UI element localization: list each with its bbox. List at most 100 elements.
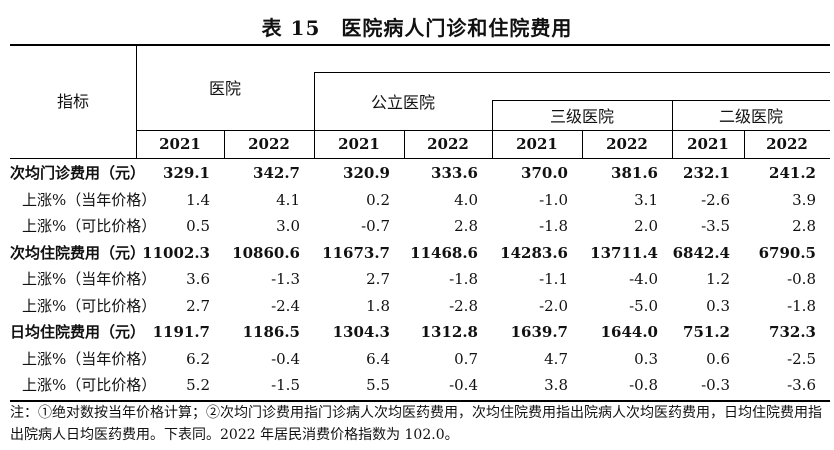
table-cell: 329.1 [163, 164, 210, 182]
table-cell: 10860.6 [232, 244, 300, 262]
table-cell: 1186.5 [242, 323, 300, 341]
table-cell: -1.3 [271, 270, 300, 288]
table-cell: 1.2 [706, 270, 730, 288]
table-cell: 381.6 [611, 164, 658, 182]
table-cell: -3.5 [701, 217, 730, 235]
year-header: 2021 [516, 135, 558, 153]
table-cell: 0.3 [634, 350, 658, 368]
header-rule [492, 100, 830, 101]
table-cell: 1191.7 [152, 323, 210, 341]
table-cell: 2.7 [186, 297, 210, 315]
table-cell: 732.3 [769, 323, 816, 341]
table-cell: 4.0 [454, 191, 478, 209]
table-cell: 5.2 [186, 376, 210, 394]
table-cell: 6.2 [186, 350, 210, 368]
table-cell: 6790.5 [758, 244, 816, 262]
table-cell: 1639.7 [510, 323, 568, 341]
header-divider [672, 100, 673, 158]
table-cell: 2.8 [792, 217, 816, 235]
header-divider [492, 100, 493, 158]
table-cell: -0.4 [449, 376, 478, 394]
table-cell: -4.0 [629, 270, 658, 288]
year-header: 2021 [338, 135, 380, 153]
row-label: 上涨%（当年价格） [22, 191, 157, 209]
table-cell: 342.7 [253, 164, 300, 182]
year-divider [744, 130, 745, 158]
row-label: 上涨%（可比价格） [22, 297, 157, 315]
row-label: 上涨%（可比价格） [22, 217, 157, 235]
table-cell: 1.4 [186, 191, 210, 209]
table-cell: 241.2 [769, 164, 816, 182]
group-label-secondary-hospital: 二级医院 [718, 107, 783, 126]
table-cell: -1.8 [787, 297, 816, 315]
year-header: 2021 [159, 135, 201, 153]
table-cell: -1.8 [539, 217, 568, 235]
year-header: 2022 [248, 135, 290, 153]
group-label-public-hospital: 公立医院 [370, 93, 435, 112]
table-cell: 0.2 [366, 191, 390, 209]
table-cell: 3.6 [186, 270, 210, 288]
table-cell: -0.4 [271, 350, 300, 368]
table-cell: 0.6 [706, 350, 730, 368]
header-rule [10, 158, 830, 159]
table-cell: -2.4 [271, 297, 300, 315]
table-cell: -1.0 [539, 191, 568, 209]
table-cell: -1.5 [271, 376, 300, 394]
table-note: 注：①绝对数按当年价格计算；②次均门诊费用指门诊病人次均医药费用，次均住院费用指… [10, 405, 822, 443]
table-cell: -2.8 [449, 297, 478, 315]
top-rule [10, 44, 830, 46]
year-header: 2021 [687, 135, 729, 153]
table-cell: -1.1 [539, 270, 568, 288]
table-cell: 333.6 [431, 164, 478, 182]
table-cell: 5.5 [366, 376, 390, 394]
row-label: 上涨%（可比价格） [22, 376, 157, 394]
year-header: 2022 [766, 135, 808, 153]
table-cell: 3.9 [792, 191, 816, 209]
year-header: 2022 [606, 135, 648, 153]
table-cell: 320.9 [343, 164, 390, 182]
table-cell: -1.8 [449, 270, 478, 288]
header-rule [314, 72, 830, 73]
table-cell: 3.0 [276, 217, 300, 235]
table-cell: 2.7 [366, 270, 390, 288]
year-header: 2022 [427, 135, 469, 153]
table-cell: 751.2 [683, 323, 730, 341]
table-cell: 6842.4 [672, 244, 730, 262]
year-divider [224, 130, 225, 158]
table-cell: 370.0 [521, 164, 568, 182]
table-cell: 1304.3 [332, 323, 390, 341]
table-cell: -0.8 [787, 270, 816, 288]
group-label-hospital: 医院 [208, 79, 241, 98]
table-cell: -0.8 [629, 376, 658, 394]
table-cell: 0.7 [454, 350, 478, 368]
table-cell: 13711.4 [590, 244, 658, 262]
table-cell: 2.8 [454, 217, 478, 235]
table-cell: -0.3 [701, 376, 730, 394]
row-label: 上涨%（当年价格） [22, 350, 157, 368]
table-cell: -3.6 [787, 376, 816, 394]
table-cell: 11468.6 [410, 244, 478, 262]
table-cell: 4.1 [276, 191, 300, 209]
table-cell: 0.3 [706, 297, 730, 315]
table-cell: -2.6 [701, 191, 730, 209]
table-cell: 1644.0 [600, 323, 658, 341]
table-cell: 3.1 [634, 191, 658, 209]
table-cell: 4.7 [544, 350, 568, 368]
bottom-rule [10, 400, 830, 402]
header-divider [136, 46, 137, 158]
table-cell: -5.0 [629, 297, 658, 315]
header-divider [314, 72, 315, 158]
indicator-header: 指标 [56, 92, 89, 111]
table-cell: 2.0 [634, 217, 658, 235]
group-label-tertiary-hospital: 三级医院 [549, 107, 614, 126]
year-divider [404, 130, 405, 158]
table-cell: -0.7 [361, 217, 390, 235]
row-label: 日均住院费用（元） [10, 323, 146, 341]
table-cell: 3.8 [544, 376, 568, 394]
header-rule [136, 130, 830, 131]
table-cell: 14283.6 [500, 244, 568, 262]
table-cell: 6.4 [366, 350, 390, 368]
row-label: 次均住院费用（元） [10, 244, 146, 262]
row-label: 次均门诊费用（元） [10, 164, 146, 182]
table-cell: 0.5 [186, 217, 210, 235]
